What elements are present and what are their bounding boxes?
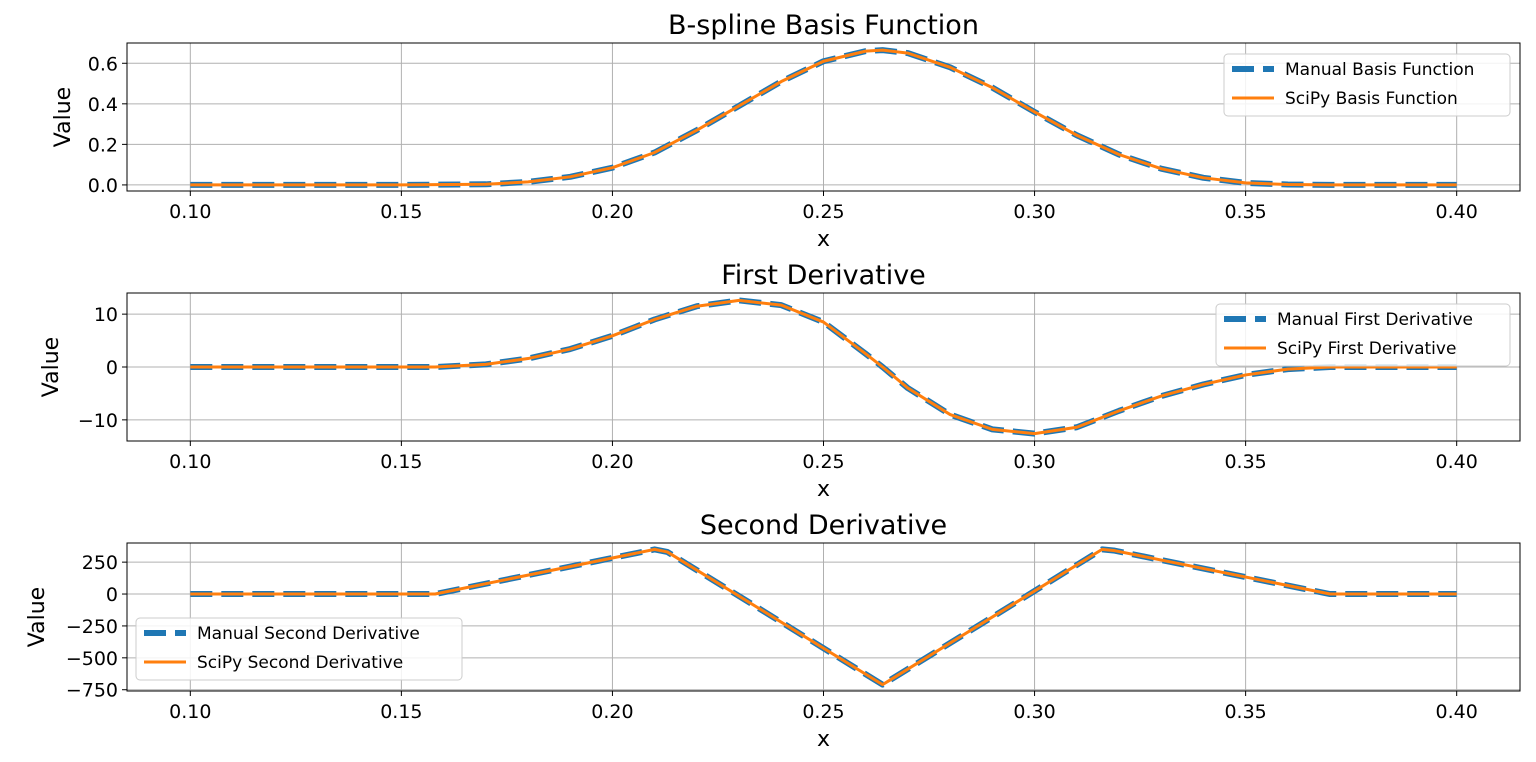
x-tick-label: 0.30 — [1013, 451, 1055, 473]
subplot-2: 0.10 0.15 0.20 0.25 0.30 0.35 0.40 −10 0 10 First … — [39, 260, 1521, 502]
y-axis-label: Value — [39, 337, 64, 397]
y-tick-label: 0.6 — [88, 53, 118, 75]
y-axis-label: Value — [51, 87, 76, 147]
y-tick-label: −10 — [78, 410, 118, 432]
x-tick-label: 0.25 — [802, 451, 844, 473]
y-tick-label: −750 — [66, 680, 118, 702]
x-axis-label: x — [817, 727, 830, 752]
y-tick-label: 0.4 — [88, 94, 118, 116]
x-tick-label: 0.40 — [1436, 451, 1478, 473]
y-tick-label: 10 — [94, 304, 118, 326]
subplot-1: 0.10 0.15 0.20 0.25 0.30 0.35 0.40 0.0 0.2 0.4 0.6… — [51, 10, 1521, 252]
x-tick-label: 0.40 — [1436, 701, 1478, 723]
x-tick-label: 0.10 — [169, 701, 211, 723]
x-axis-label: x — [817, 227, 830, 252]
x-tick-label: 0.35 — [1224, 201, 1266, 223]
x-tick-label: 0.25 — [802, 201, 844, 223]
x-tick-label: 0.35 — [1224, 701, 1266, 723]
x-tick-label: 0.25 — [802, 701, 844, 723]
y-tick-label: −250 — [66, 616, 118, 638]
x-tick-label: 0.15 — [380, 701, 422, 723]
legend: Manual Basis Function SciPy Basis Functio… — [1223, 53, 1511, 117]
x-tick-label: 0.30 — [1013, 701, 1055, 723]
y-tick-label: 0 — [106, 357, 118, 379]
x-tick-label: 0.35 — [1224, 451, 1266, 473]
x-tick-label: 0.40 — [1436, 201, 1478, 223]
y-tick-label: 0.0 — [88, 175, 118, 197]
subplot-3: 0.10 0.15 0.20 0.25 0.30 0.35 0.40 −750 −500 −250… — [25, 510, 1521, 752]
y-tick-label: −500 — [66, 648, 118, 670]
x-tick-label: 0.20 — [591, 201, 633, 223]
subplot-title: B-spline Basis Function — [668, 10, 979, 41]
legend: Manual First Derivative SciPy First Deriv… — [1215, 303, 1511, 367]
x-axis-label: x — [817, 477, 830, 502]
legend-entry-label: Manual First Derivative — [1277, 310, 1473, 330]
legend-entry-label: Manual Second Derivative — [197, 624, 420, 644]
scipy-series-line — [190, 298, 1457, 436]
x-tick-label: 0.10 — [169, 201, 211, 223]
y-tick-label: 0 — [106, 584, 118, 606]
legend-entry-label: SciPy Second Derivative — [197, 653, 403, 673]
x-tick-label: 0.30 — [1013, 201, 1055, 223]
x-tick-label: 0.15 — [380, 201, 422, 223]
x-tick-label: 0.15 — [380, 451, 422, 473]
scipy-series-line — [190, 48, 1457, 187]
legend-entry-label: SciPy First Derivative — [1277, 339, 1456, 359]
legend: Manual Second Derivative SciPy Second Der… — [135, 617, 463, 681]
legend-entry-label: Manual Basis Function — [1285, 60, 1474, 80]
y-tick-label: 250 — [82, 552, 118, 574]
subplot-title: Second Derivative — [700, 510, 947, 541]
scipy-series-line — [190, 547, 1457, 687]
subplot-title: First Derivative — [721, 260, 926, 291]
legend-entry-label: SciPy Basis Function — [1285, 89, 1458, 109]
y-axis-label: Value — [25, 587, 50, 647]
x-tick-label: 0.20 — [591, 451, 633, 473]
x-tick-label: 0.10 — [169, 451, 211, 473]
x-tick-label: 0.20 — [591, 701, 633, 723]
y-tick-label: 0.2 — [88, 134, 118, 156]
